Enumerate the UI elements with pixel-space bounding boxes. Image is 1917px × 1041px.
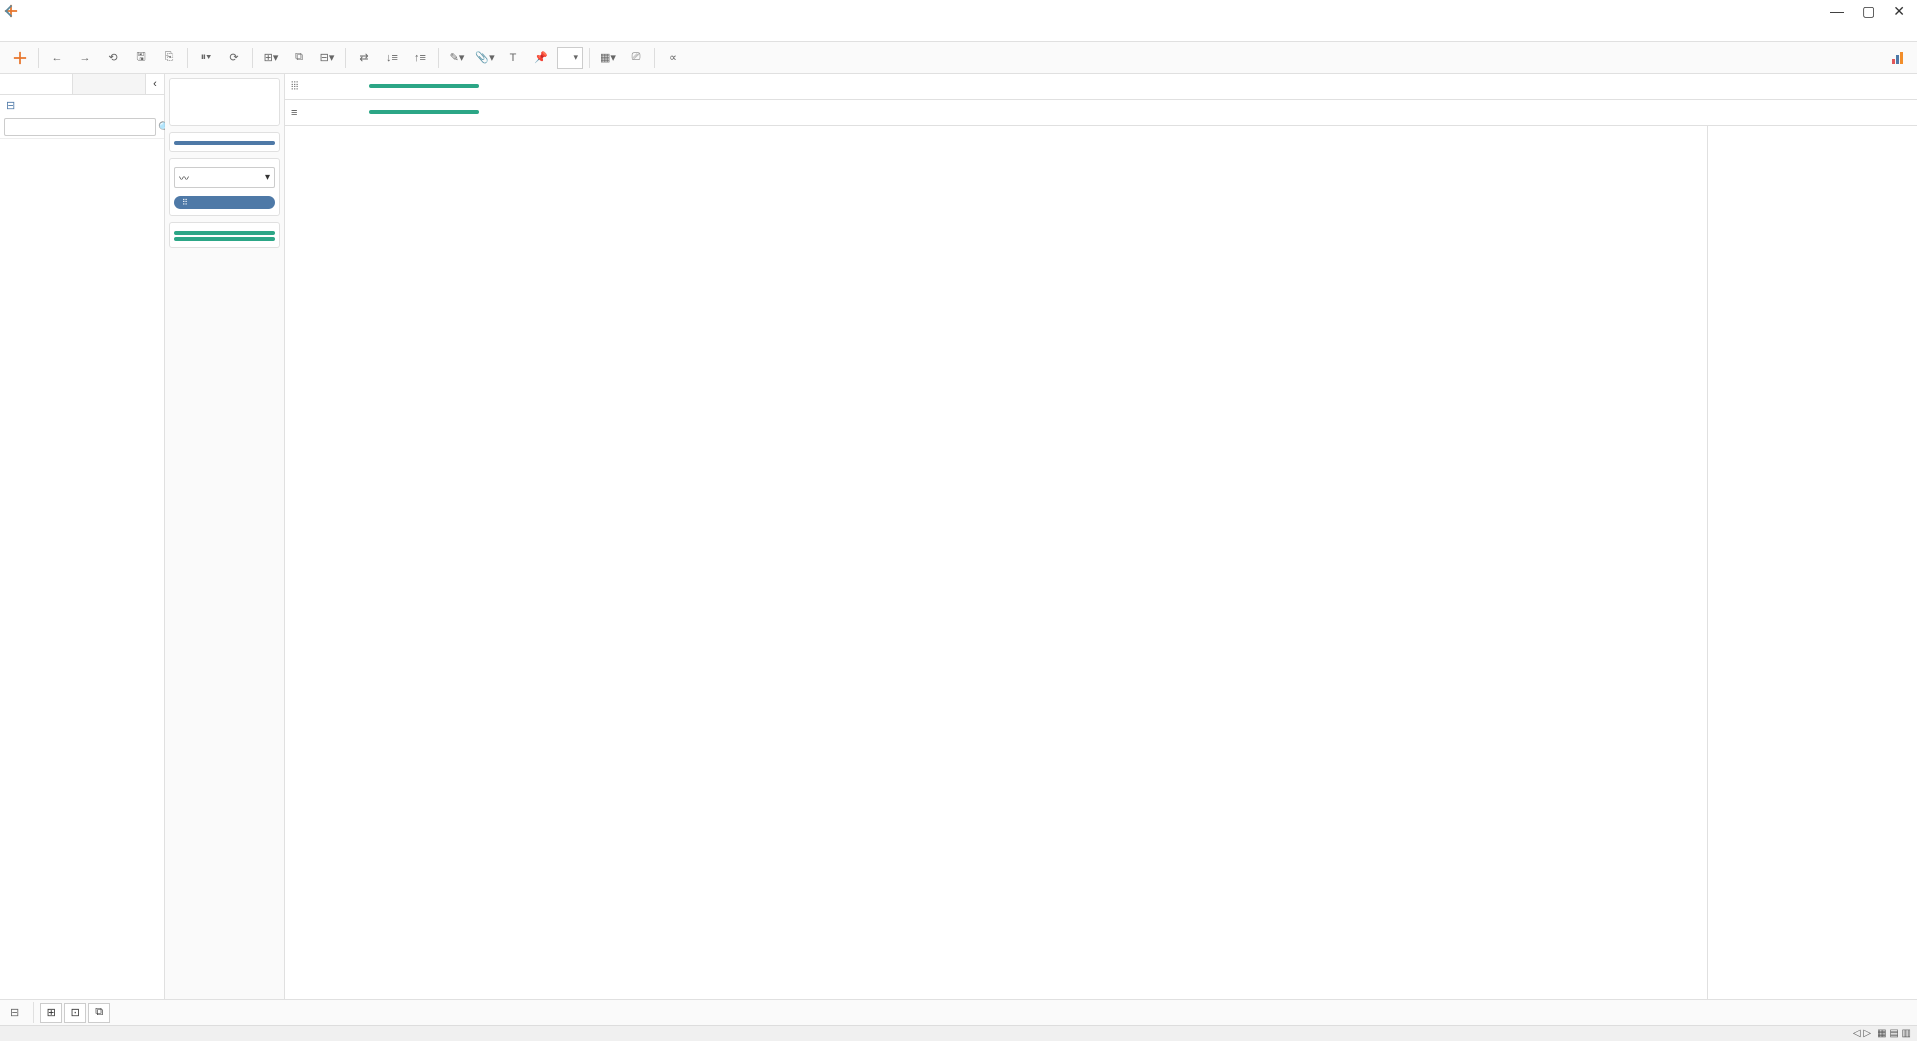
mv-pill[interactable] <box>174 231 275 235</box>
show-me-button[interactable] <box>1891 51 1909 65</box>
presentation-icon[interactable]: ⎚ <box>624 46 648 70</box>
group-icon[interactable]: 📎▾ <box>473 46 497 70</box>
columns-icon: ⦙⦙⦙ <box>291 80 298 93</box>
sort-desc-icon[interactable]: ↑≡ <box>408 46 432 70</box>
sheet-tabs: ⊟ ⊞ ⊡ ⧉ <box>0 999 1917 1025</box>
highlight-icon[interactable]: ✎▾ <box>445 46 469 70</box>
rows-shelf[interactable]: ≡ <box>285 100 1917 126</box>
tableau-icon[interactable] <box>8 46 32 70</box>
filters-shelf[interactable] <box>169 132 280 152</box>
data-source[interactable]: ⊟ <box>0 95 164 116</box>
toolbar: ← → ⟲ 🖫 ⎘ ⏸▾ ⟳ ⊞▾ ⧉ ⊟▾ ⇄ ↓≡ ↑≡ ✎▾ 📎▾ T 📌… <box>0 42 1917 74</box>
marks-shelf: 〰 ▾ ⠿ <box>169 158 280 216</box>
tab-analytics[interactable] <box>73 74 146 94</box>
duplicate-icon[interactable]: ⧉ <box>287 46 311 70</box>
datasource-tab[interactable]: ⊟ <box>0 1002 34 1023</box>
datasource-tab-icon: ⊟ <box>10 1006 19 1019</box>
mv-pill[interactable] <box>174 237 275 241</box>
rows-icon: ≡ <box>291 107 297 119</box>
menubar <box>0 22 1917 42</box>
collapse-icon[interactable]: ‹ <box>146 74 164 94</box>
status-grid-icon[interactable]: ▦ ▤ ▥ <box>1877 1028 1911 1039</box>
parameters-header <box>0 983 164 991</box>
search-input[interactable] <box>4 118 156 136</box>
clear-icon[interactable]: ⊟▾ <box>315 46 339 70</box>
new-story-icon[interactable]: ⧉ <box>88 1003 110 1023</box>
titlebar: — ▢ ✕ <box>0 0 1917 22</box>
chart-title <box>335 136 1687 152</box>
share-icon[interactable]: ∝ <box>661 46 685 70</box>
statusbar: ◁ ▷ ▦ ▤ ▥ <box>0 1025 1917 1041</box>
pages-shelf[interactable] <box>169 78 280 126</box>
new-sheet-icon[interactable]: ⊞▾ <box>259 46 283 70</box>
sort-asc-icon[interactable]: ↓≡ <box>380 46 404 70</box>
line-chart <box>335 152 1687 975</box>
cards-icon[interactable]: ▦▾ <box>596 46 620 70</box>
tab-data[interactable] <box>0 74 73 94</box>
new-datasource-icon[interactable]: ⎘ <box>157 46 181 70</box>
pin-icon[interactable]: 📌 <box>529 46 553 70</box>
columns-pill[interactable] <box>369 84 479 88</box>
legend-panel <box>1707 126 1917 999</box>
fit-dropdown[interactable] <box>557 47 583 69</box>
redo-icon[interactable]: → <box>73 46 97 70</box>
status-nav-icon[interactable]: ◁ ▷ <box>1853 1028 1871 1039</box>
maximize-icon[interactable]: ▢ <box>1862 3 1875 20</box>
show-me-icon <box>1891 51 1905 65</box>
rows-pill[interactable] <box>369 110 479 114</box>
labels-icon[interactable]: T <box>501 46 525 70</box>
view-area: ⦙⦙⦙ ≡ <box>285 74 1917 999</box>
refresh-icon[interactable]: ⟳ <box>222 46 246 70</box>
minimize-icon[interactable]: — <box>1830 3 1844 20</box>
tableau-logo-icon <box>4 4 18 18</box>
columns-shelf[interactable]: ⦙⦙⦙ <box>285 74 1917 100</box>
data-panel: ‹ ⊟ 🔍 ▽ ▦▾ <box>0 74 165 999</box>
pause-icon[interactable]: ⏸▾ <box>194 46 218 70</box>
measure-values-shelf[interactable] <box>169 222 280 248</box>
revert-icon[interactable]: ⟲ <box>101 46 125 70</box>
save-icon[interactable]: 🖫 <box>129 46 153 70</box>
undo-icon[interactable]: ← <box>45 46 69 70</box>
new-worksheet-icon[interactable]: ⊞ <box>40 1003 62 1023</box>
shelves-panel: 〰 ▾ ⠿ <box>165 74 285 999</box>
tables-header <box>0 139 164 147</box>
marks-type-dropdown[interactable]: 〰 ▾ <box>174 167 275 188</box>
marks-pill[interactable]: ⠿ <box>174 196 275 209</box>
datasource-icon: ⊟ <box>6 99 15 112</box>
new-dashboard-icon[interactable]: ⊡ <box>64 1003 86 1023</box>
close-icon[interactable]: ✕ <box>1893 3 1905 20</box>
swap-icon[interactable]: ⇄ <box>352 46 376 70</box>
filter-pill[interactable] <box>174 141 275 145</box>
